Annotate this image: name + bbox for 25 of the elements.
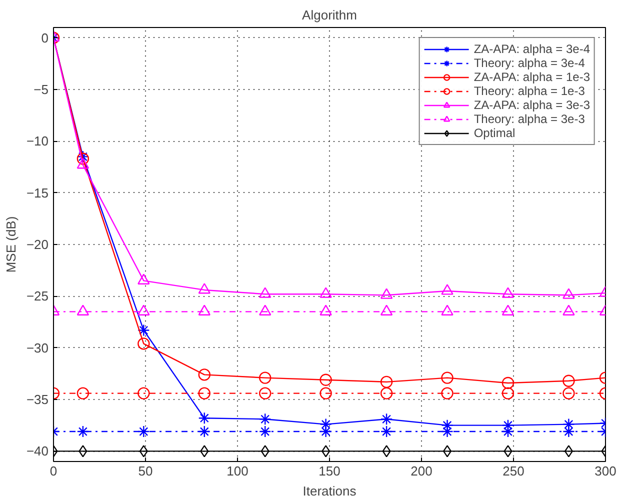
x-tick-label: 250: [502, 464, 524, 478]
x-tick-label: 150: [318, 464, 340, 478]
chart-title: Algorithm: [302, 8, 357, 22]
y-tick-label: −30: [26, 340, 49, 356]
y-tick-label: −10: [26, 134, 49, 149]
y-tick-label: −15: [26, 185, 49, 200]
y-tick-label: −25: [26, 288, 49, 304]
y-axis-title: MSE (dB): [3, 216, 18, 273]
y-tick-label: −20: [26, 237, 49, 252]
y-tick-label: −35: [26, 392, 49, 407]
legend-label: Theory: alpha = 3e-3: [474, 112, 585, 126]
x-tick-label: 200: [410, 464, 432, 478]
x-tick-label: 300: [594, 464, 616, 478]
y-tick-label: 0: [41, 30, 49, 46]
legend-label: Theory: alpha = 1e-3: [474, 84, 585, 98]
x-axis-title: Iterations: [302, 484, 357, 498]
legend-label: ZA-APA: alpha = 1e-3: [474, 70, 590, 84]
y-tick-label: −40: [26, 444, 49, 459]
x-tick-label: 50: [138, 464, 153, 478]
legend-label: Theory: alpha = 3e-4: [474, 56, 585, 70]
legend-label: ZA-APA: alpha = 3e-3: [474, 98, 590, 112]
legend-label: Optimal: [474, 126, 516, 140]
legend-label: ZA-APA: alpha = 3e-4: [474, 42, 590, 56]
y-tick-label: −5: [34, 82, 49, 97]
x-tick-label: 100: [226, 464, 248, 478]
